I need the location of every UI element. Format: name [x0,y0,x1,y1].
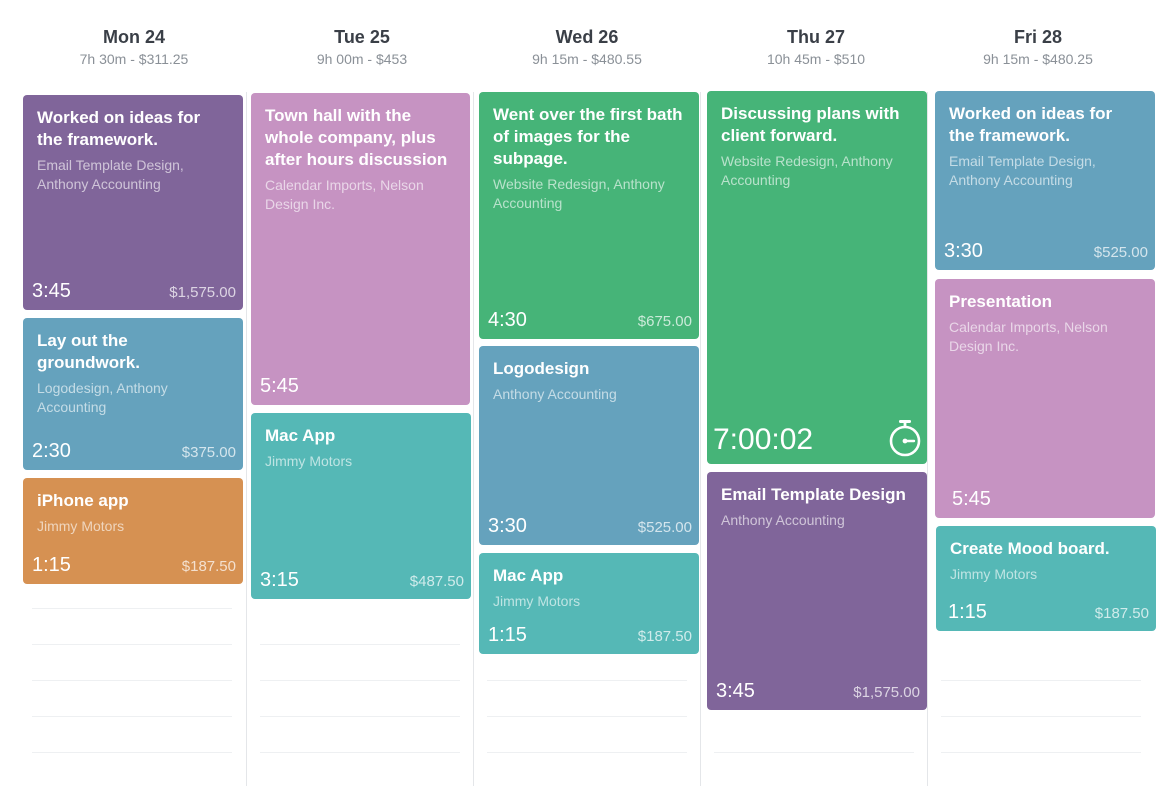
entry-amount: $1,575.00 [853,684,920,701]
entry-duration: 5:45 [952,488,991,510]
slot-line [487,680,687,681]
time-entry-card[interactable]: Worked on ideas for the framework. Email… [23,95,243,310]
day-title: Tue 25 [334,27,390,47]
entry-client: Calendar Imports, Nelson Design Inc. [949,319,1108,354]
entry-title: Went over the first bath of images for t… [493,105,683,168]
day-summary: 7h 30m - $311.25 [79,51,189,67]
time-entry-card[interactable]: Email Template Design Anthony Accounting… [707,472,927,710]
entry-client: Jimmy Motors [950,566,1038,582]
entry-title: Lay out the groundwork. [37,331,140,372]
entry-amount: $675.00 [637,313,692,330]
entry-duration: 5:45 [260,375,299,397]
entry-client: Jimmy Motors [265,453,353,469]
entry-duration: 2:30 [32,440,71,462]
day-header-fri: Fri 28 9h 15m - $480.25 [924,26,1152,68]
day-header-tue: Tue 25 9h 00m - $453 [248,26,476,68]
time-entry-card[interactable]: Town hall with the whole company, plus a… [251,93,470,405]
slot-line [32,680,232,681]
entry-duration: 1:15 [948,601,987,623]
day-header-thu: Thu 27 10h 45m - $510 [702,26,930,68]
column-divider [473,92,474,786]
column-divider [927,92,928,786]
slot-line [941,680,1141,681]
column-divider [246,92,247,786]
entry-client: Anthony Accounting [493,386,617,402]
entry-duration: 3:45 [32,280,71,302]
slot-line [941,752,1141,753]
slot-line [260,716,460,717]
entry-amount: $187.50 [1094,605,1149,622]
slot-line [714,752,914,753]
entry-client: Jimmy Motors [493,593,581,609]
entry-title: Worked on ideas for the framework. [37,108,201,149]
slot-line [32,716,232,717]
slot-line [260,752,460,753]
day-title: Thu 27 [786,27,845,47]
entry-duration: 3:30 [488,515,527,537]
time-entry-card[interactable]: Lay out the groundwork. Logodesign, Anth… [23,318,243,470]
day-header-wed: Wed 26 9h 15m - $480.55 [473,26,701,68]
time-entry-card[interactable]: Logodesign Anthony Accounting 3:30 $525.… [479,346,699,545]
day-summary: 10h 45m - $510 [766,51,866,67]
entry-title: Presentation [949,292,1052,311]
time-entry-card[interactable]: Create Mood board. Jimmy Motors 1:15 $18… [936,526,1156,631]
entry-title: Town hall with the whole company, plus a… [265,106,448,169]
slot-line [941,716,1141,717]
entry-amount: $187.50 [637,628,692,645]
time-entry-card[interactable]: Went over the first bath of images for t… [479,92,699,339]
entry-title: Email Template Design [721,485,906,504]
slot-line [32,752,232,753]
running-timer-value: 7:00:02 [713,423,814,456]
running-timer-card[interactable]: Discussing plans with client forward. We… [707,91,927,464]
day-summary: 9h 15m - $480.55 [532,51,642,67]
time-entry-card[interactable]: Mac App Jimmy Motors 1:15 $187.50 [479,553,699,654]
entry-amount: $525.00 [637,519,692,536]
entry-amount: $487.50 [409,573,464,590]
entry-client: Jimmy Motors [37,518,125,534]
entry-duration: 3:15 [260,569,299,591]
time-entry-card[interactable]: Worked on ideas for the framework. Email… [935,91,1155,270]
day-header-mon: Mon 24 7h 30m - $311.25 [20,26,248,68]
entry-amount: $375.00 [181,444,236,461]
entry-client: Calendar Imports, Nelson Design Inc. [265,177,424,212]
entry-title: iPhone app [37,491,129,510]
slot-line [260,680,460,681]
column-divider [700,92,701,786]
stopwatch-icon[interactable] [887,419,923,457]
day-title: Wed 26 [555,27,619,47]
entry-amount: $187.50 [181,558,236,575]
entry-client: Email Template Design, Anthony Accountin… [949,153,1096,188]
day-title: Fri 28 [1013,27,1063,47]
entry-title: Logodesign [493,359,590,378]
slot-line [32,644,232,645]
entry-title: Mac App [265,426,336,445]
entry-title: Worked on ideas for the framework. [949,104,1113,145]
entry-title: Create Mood board. [950,539,1110,558]
entry-title: Mac App [493,566,564,585]
entry-duration: 4:30 [488,309,527,331]
time-entry-card[interactable]: Mac App Jimmy Motors 3:15 $487.50 [251,413,471,599]
entry-client: Logodesign, Anthony Accounting [37,380,168,415]
time-entry-card[interactable]: Presentation Calendar Imports, Nelson De… [935,279,1155,518]
entry-client: Website Redesign, Anthony Accounting [493,176,665,211]
slot-line [487,716,687,717]
entry-title: Discussing plans with client forward. [721,104,900,145]
day-summary: 9h 15m - $480.25 [983,51,1093,67]
entry-duration: 1:15 [32,554,71,576]
slot-line [260,644,460,645]
entry-amount: $1,575.00 [169,284,236,301]
slot-line [487,752,687,753]
day-title: Mon 24 [102,27,165,47]
entry-client: Email Template Design, Anthony Accountin… [37,157,184,192]
entry-duration: 3:30 [944,240,983,262]
entry-amount: $525.00 [1093,244,1148,261]
entry-client: Anthony Accounting [721,512,845,528]
entry-duration: 1:15 [488,624,527,646]
time-entry-card[interactable]: iPhone app Jimmy Motors 1:15 $187.50 [23,478,243,584]
entry-duration: 3:45 [716,680,755,702]
day-summary: 9h 00m - $453 [316,51,408,67]
slot-line [32,608,232,609]
entry-client: Website Redesign, Anthony Accounting [721,153,893,188]
